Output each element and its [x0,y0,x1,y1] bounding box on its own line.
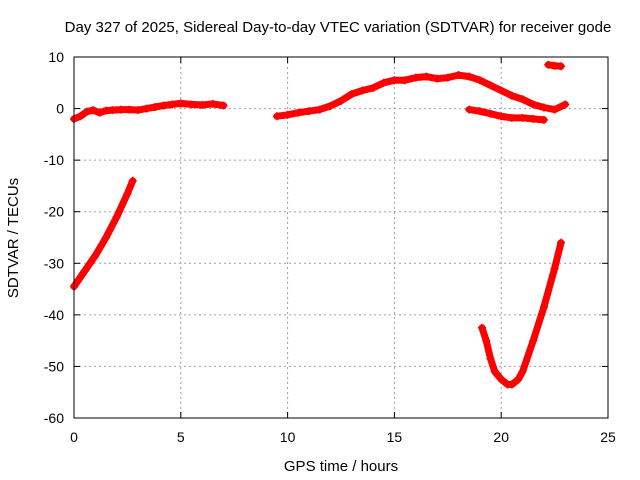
data-point [91,251,100,260]
data-point [486,109,495,118]
plot-frame [73,56,609,419]
data-point [507,380,516,389]
y-tick-label: -40 [44,307,64,323]
data-point [379,78,388,87]
series-line-2 [273,71,569,120]
data-point [518,113,527,122]
x-tick-label: 25 [600,429,616,445]
y-tick-label: -10 [44,152,64,168]
data-point [82,107,91,116]
data-point [497,112,506,121]
data-point [102,233,111,242]
data-point [561,100,570,109]
data-point [151,103,160,112]
data-point [128,176,137,185]
data-point [125,105,134,114]
data-point [539,103,548,112]
data-point [337,96,345,105]
data-point [358,86,367,95]
data-point [486,354,495,363]
data-point [347,90,356,99]
data-point [134,106,143,115]
x-tick-label: 0 [70,429,78,445]
x-axis-label: GPS time / hours [284,458,398,475]
data-point [497,86,506,95]
y-tick-label: -20 [44,204,64,220]
data-point [475,107,484,116]
data-point [497,375,506,384]
y-tick-label: -30 [44,255,64,271]
data-point [518,95,527,104]
data-point [283,110,292,119]
data-point [454,71,463,80]
data-point [168,100,177,109]
data-point [544,60,553,69]
data-point [112,212,121,221]
data-point [422,72,431,81]
data-point [369,83,378,92]
series-line-6 [478,239,565,388]
x-tick-label: 20 [493,429,509,445]
data-point [272,112,281,121]
data-point [465,72,474,81]
data-point [76,112,85,121]
data-point [95,108,104,117]
data-point [159,101,168,110]
data-point [219,101,228,110]
data-point [433,74,442,83]
data-point [529,114,538,123]
data-point [390,76,399,85]
data-point [208,99,217,108]
x-tick-label: 10 [280,429,296,445]
data-point [475,76,484,85]
data-point [443,73,452,82]
data-point [80,267,89,276]
data-point [550,264,559,273]
data-point [486,81,495,90]
y-tick-label: -50 [44,358,64,374]
data-series [70,60,570,389]
data-point [123,189,132,198]
y-tick-label: 10 [48,49,64,65]
data-point [89,106,98,115]
data-point [550,105,559,114]
data-point [557,238,566,247]
x-tick-label: 15 [387,429,403,445]
data-point [518,367,527,376]
x-tick-label: 5 [177,429,185,445]
data-point [401,76,410,85]
data-point [176,99,185,108]
data-point [557,62,566,71]
data-point [539,303,548,312]
data-point [490,367,499,376]
data-point [529,336,538,345]
data-point [304,107,313,116]
y-tick-label: -60 [44,410,64,426]
y-tick-label: 0 [56,101,64,117]
data-point [108,106,117,115]
axis-ticks: 0 5 10 15 20 25 10 0 -10 -20 -30 -40 -50 -60 [44,49,616,445]
data-point [198,100,207,109]
chart-title: Day 327 of 2025, Sidereal Day-to-day VTE… [65,19,612,36]
data-point [539,115,548,124]
series-line-1 [70,99,227,123]
data-point [315,105,324,114]
data-point [187,100,196,109]
data-point [326,101,335,110]
data-point [507,91,516,100]
data-point [411,73,420,82]
data-point [465,105,474,114]
data-point [529,100,538,109]
data-point [477,323,486,332]
y-axis-label: SDTVAR / TECUs [5,178,22,298]
data-point [482,336,491,345]
data-point [116,105,125,114]
data-point [142,104,151,113]
data-point [514,375,523,384]
data-point [294,108,303,117]
data-point [507,113,516,122]
